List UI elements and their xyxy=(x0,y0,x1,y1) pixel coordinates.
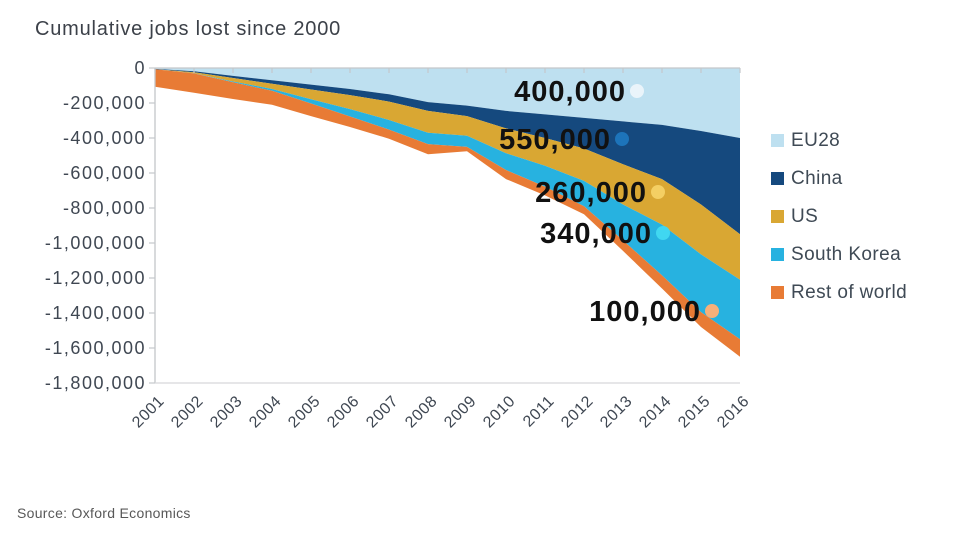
x-tick-label: 2001 xyxy=(129,393,168,432)
x-tick-label: 2014 xyxy=(636,393,675,432)
legend-item-china: China xyxy=(771,167,907,189)
plot-areas xyxy=(155,68,740,357)
area-eu28 xyxy=(155,68,740,138)
annotation-label-china: 550,000 xyxy=(499,124,611,156)
legend-item-rest-of-world: Rest of world xyxy=(771,281,908,303)
y-tick-label: -1,600,000 xyxy=(45,338,146,358)
annotation-label-us: 260,000 xyxy=(535,177,647,209)
x-tick-label: 2009 xyxy=(441,393,480,432)
annotation-dot-eu28 xyxy=(630,84,644,98)
legend-swatch-rest-of-world xyxy=(771,286,784,299)
y-tick-label: -1,000,000 xyxy=(45,233,146,253)
chart-title: Cumulative jobs lost since 2000 xyxy=(35,18,342,40)
x-tick-label: 2003 xyxy=(207,393,246,432)
legend-label: US xyxy=(791,205,819,227)
y-tick-label: 0 xyxy=(134,58,146,78)
x-tick-label: 2012 xyxy=(558,393,597,432)
legend-label: EU28 xyxy=(791,129,841,151)
x-tick-label: 2015 xyxy=(675,393,714,432)
annotations: 400,000 550,000 260,000 340,000 100,000 xyxy=(499,76,719,328)
y-tick-label: -600,000 xyxy=(63,163,146,183)
y-tick-label: -800,000 xyxy=(63,198,146,218)
legend-item-eu28: EU28 xyxy=(771,129,907,151)
legend: EU28 China US South Korea Rest of world xyxy=(771,129,908,303)
y-tick-label: -400,000 xyxy=(63,128,146,148)
legend-swatch-us xyxy=(771,210,784,223)
annotation-dot-rest-of-world xyxy=(705,304,719,318)
area-china xyxy=(155,68,740,235)
annotation-dot-china xyxy=(615,132,629,146)
legend-swatch-china xyxy=(771,172,784,185)
legend-item-south-korea: South Korea xyxy=(771,243,907,265)
legend-swatch-eu28 xyxy=(771,134,784,147)
x-tick-label: 2002 xyxy=(168,393,207,432)
legend-label: South Korea xyxy=(791,243,902,265)
x-tick-label: 2011 xyxy=(520,393,558,431)
x-tick-label: 2004 xyxy=(246,393,285,432)
x-tick-label: 2010 xyxy=(480,393,519,432)
legend-item-us: US xyxy=(771,205,907,227)
y-axis-labels: 0 -200,000 -400,000 -600,000 -800,000 -1,000,… xyxy=(45,58,155,393)
annotation-label-south-korea: 340,000 xyxy=(540,218,652,250)
annotation-dot-south-korea xyxy=(656,226,670,240)
y-tick-label: -1,400,000 xyxy=(45,303,146,323)
x-tick-label: 2007 xyxy=(363,393,402,432)
x-tick-label: 2016 xyxy=(714,393,753,432)
source-note: Source: Oxford Economics xyxy=(17,505,191,521)
annotation-dot-us xyxy=(651,185,665,199)
area-us xyxy=(155,69,740,280)
legend-label: China xyxy=(791,167,843,189)
x-tick-label: 2008 xyxy=(402,393,441,432)
y-tick-label: -1,200,000 xyxy=(45,268,146,288)
annotation-label-rest-of-world: 100,000 xyxy=(589,296,701,328)
x-tick-label: 2006 xyxy=(324,393,363,432)
axes xyxy=(154,67,740,384)
legend-label: Rest of world xyxy=(791,281,908,303)
x-tick-label: 2013 xyxy=(597,393,636,432)
x-tick-label: 2005 xyxy=(285,393,324,432)
legend-swatch-south-korea xyxy=(771,248,784,261)
y-tick-label: -1,800,000 xyxy=(45,373,146,393)
annotation-label-eu28: 400,000 xyxy=(514,76,626,108)
y-tick-label: -200,000 xyxy=(63,93,146,113)
